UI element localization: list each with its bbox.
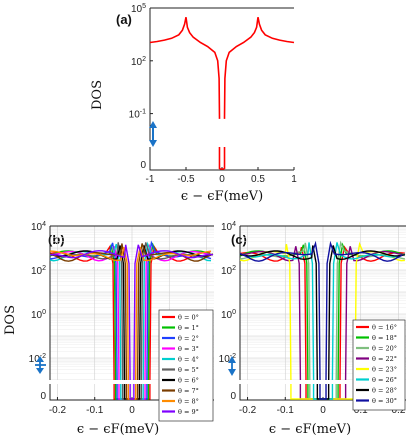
y-tick-label: 102 bbox=[221, 265, 236, 277]
legend-label: θ = 20° bbox=[372, 345, 397, 353]
y-tick-label: 105 bbox=[131, 3, 146, 15]
dos-curve-6 bbox=[140, 242, 214, 381]
x-tick-label: 0 bbox=[129, 405, 135, 416]
legend-label: θ = 1° bbox=[178, 324, 199, 332]
x-tick-label: -0.1 bbox=[86, 405, 104, 416]
legend-label: θ = 3° bbox=[178, 345, 199, 353]
legend-label: θ = 23° bbox=[372, 366, 397, 374]
x-tick-label: 1 bbox=[291, 174, 297, 185]
legend-label: θ = 7° bbox=[178, 387, 199, 395]
x-tick-label: 0.2 bbox=[392, 405, 406, 416]
dos-curve-10 bbox=[49, 244, 131, 381]
dos-curve-7 bbox=[328, 245, 406, 381]
panel-c: (c) ϵ − ϵF(meV) -0.2 -0.1 0 0.1 0.2 104 102 100… bbox=[219, 221, 408, 437]
y-tick-label: 10-2 bbox=[219, 353, 236, 365]
dos-curve-6 bbox=[239, 242, 315, 381]
legend-label: θ = 18° bbox=[372, 334, 397, 342]
x-tick-label: -0.1 bbox=[277, 405, 295, 416]
axis-break-band bbox=[48, 380, 216, 384]
dos-curve bbox=[223, 17, 295, 119]
dos-curve-8 bbox=[325, 240, 403, 381]
x-axis bbox=[149, 147, 294, 171]
y-tick-label: 102 bbox=[131, 56, 146, 68]
axes bbox=[239, 226, 406, 401]
y-tick-label: 0 bbox=[40, 391, 46, 402]
legend-label: θ = 4° bbox=[178, 356, 199, 364]
legend-label: θ = 2° bbox=[178, 335, 199, 343]
y-tick-label: 100 bbox=[221, 309, 236, 321]
axis-break-arrow bbox=[35, 356, 46, 374]
legend-label: θ = 8° bbox=[178, 398, 199, 406]
panel-c-label: (c) bbox=[231, 232, 247, 247]
panel-c-xlabel: ϵ − ϵF(meV) bbox=[269, 422, 351, 437]
dos-curve-2 bbox=[49, 244, 117, 381]
legend-label: θ = 6° bbox=[178, 377, 199, 385]
legend-box bbox=[352, 319, 406, 411]
legend-label: θ = 30° bbox=[372, 397, 397, 405]
x-tick-label: -1 bbox=[146, 174, 155, 185]
legend-label: θ = 16° bbox=[372, 324, 397, 332]
y-tick-label: 10-2 bbox=[29, 353, 46, 365]
y-tick-label: 100 bbox=[31, 309, 46, 321]
legend-label: θ = 0° bbox=[178, 314, 199, 322]
axis-break-arrow bbox=[228, 356, 236, 376]
legend-label: θ = 5° bbox=[178, 366, 199, 374]
dos-curve-7 bbox=[239, 245, 318, 381]
panel-a-label: (a) bbox=[116, 12, 132, 27]
panel-b: (b) DOS ϵ − ϵF(meV) -0.2-0.100.10.210410… bbox=[3, 221, 216, 437]
legend-label: θ = 22° bbox=[372, 355, 397, 363]
x-tick-label: 0 bbox=[320, 405, 326, 416]
y-tick-label: 104 bbox=[221, 221, 236, 233]
y-tick-label: 102 bbox=[31, 265, 46, 277]
dos-curve-6 bbox=[49, 242, 124, 381]
dos-curve-lower-10 bbox=[129, 384, 135, 400]
x-tick-label: 0.1 bbox=[354, 405, 368, 416]
dos-curve-5 bbox=[49, 243, 122, 381]
x-tick-label: 0 bbox=[219, 174, 225, 185]
panel-b-label: (b) bbox=[48, 232, 65, 247]
dos-curve-7 bbox=[138, 245, 212, 381]
legend-label: θ = 28° bbox=[372, 387, 397, 395]
y-tick-label: 0 bbox=[230, 391, 236, 402]
legend-label: θ = 26° bbox=[372, 376, 397, 384]
dos-curve-10 bbox=[133, 244, 213, 381]
axis-break-band bbox=[238, 380, 408, 384]
y-tick-label: 104 bbox=[31, 221, 46, 233]
legend-label: θ = 9° bbox=[178, 408, 199, 416]
dos-curve-2 bbox=[239, 244, 309, 381]
panel-a-xlabel: ϵ − ϵF(meV) bbox=[181, 189, 263, 204]
dos-curve-lower-8 bbox=[319, 384, 327, 400]
dos-curve-9 bbox=[135, 246, 212, 381]
dos-curve-9 bbox=[49, 246, 129, 381]
dos-curve-6 bbox=[331, 242, 406, 381]
y-tick-label: 0 bbox=[140, 160, 146, 171]
dos-curve-4 bbox=[239, 246, 302, 381]
x-tick-label: -0.2 bbox=[49, 405, 67, 416]
dos-curve bbox=[149, 17, 221, 119]
panel-a-ylabel: DOS bbox=[90, 80, 105, 110]
dos-curve-8 bbox=[239, 240, 321, 381]
panel-b-xlabel: ϵ − ϵF(meV) bbox=[77, 422, 159, 437]
x-tick-label: 0.5 bbox=[251, 174, 265, 185]
x-tick-label: -0.2 bbox=[239, 405, 257, 416]
y-tick-label: 10-1 bbox=[129, 109, 146, 121]
x-tick-label: -0.5 bbox=[177, 174, 195, 185]
axis-break-arrow bbox=[149, 121, 157, 147]
panel-b-ylabel: DOS bbox=[3, 305, 18, 335]
panel-a: (a) DOS ϵ − ϵF(meV) -1 -0.5 0 0.5 1 105 102 10-… bbox=[90, 3, 297, 204]
